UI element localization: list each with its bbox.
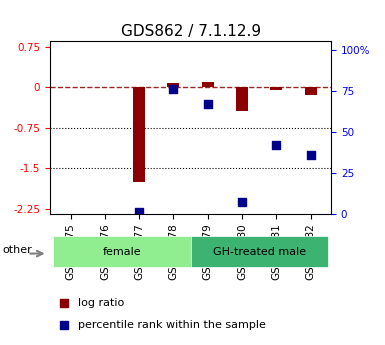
- Point: [315, 192, 321, 197]
- Point: [239, 200, 245, 205]
- Title: GDS862 / 7.1.12.9: GDS862 / 7.1.12.9: [121, 24, 261, 39]
- Point: [136, 209, 142, 215]
- Point: [273, 142, 280, 148]
- Point: [205, 101, 211, 107]
- Text: log ratio: log ratio: [78, 298, 124, 308]
- Text: other: other: [3, 245, 32, 255]
- Point: [170, 86, 176, 92]
- Text: GH-treated male: GH-treated male: [213, 247, 306, 257]
- FancyBboxPatch shape: [191, 236, 328, 267]
- Bar: [236, 87, 248, 111]
- Bar: [270, 87, 282, 90]
- Bar: [133, 87, 145, 181]
- Text: percentile rank within the sample: percentile rank within the sample: [78, 320, 266, 330]
- Bar: [167, 83, 179, 87]
- Bar: [305, 87, 316, 95]
- FancyBboxPatch shape: [54, 236, 191, 267]
- Point: [308, 152, 314, 158]
- Bar: [202, 82, 214, 87]
- Text: female: female: [103, 247, 141, 257]
